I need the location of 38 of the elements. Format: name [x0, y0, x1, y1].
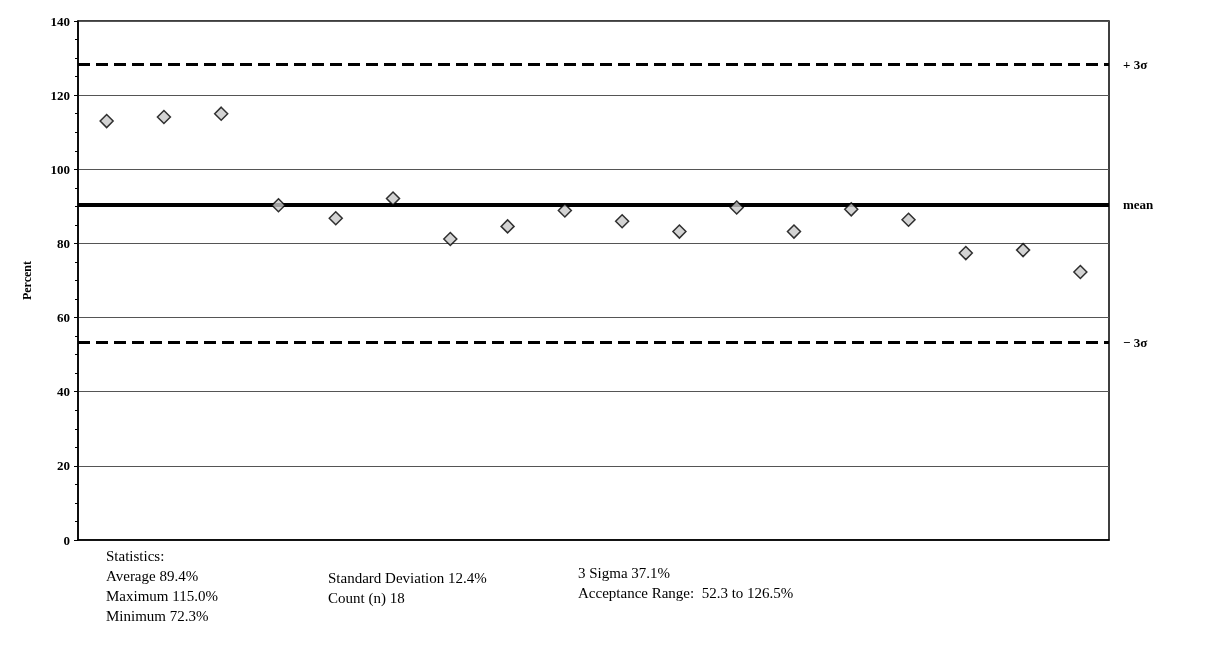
point — [271, 197, 286, 213]
text: Minimum 72.3% — [106, 607, 209, 624]
y-tick-label: 0 — [63, 532, 70, 548]
point — [672, 224, 687, 239]
text: Count (n) 18 — [328, 589, 405, 607]
point — [500, 219, 515, 234]
point — [844, 202, 859, 217]
point — [958, 245, 974, 261]
y-axis-title: Percent — [20, 260, 34, 301]
point — [729, 200, 744, 215]
text: 3 Sigma 37.1% — [578, 564, 671, 581]
point — [1015, 242, 1031, 258]
text: Statistics: — [106, 547, 165, 564]
y-tick-label: 100 — [50, 161, 70, 177]
point — [557, 203, 573, 218]
point — [614, 213, 630, 229]
ref-line-label: mean — [1123, 197, 1155, 213]
y-tick-label: 80 — [57, 235, 70, 251]
point — [99, 113, 114, 129]
point — [385, 191, 401, 206]
text: Average 89.4% — [106, 567, 199, 584]
ref-line-label: + 3σ — [1123, 57, 1148, 73]
point — [213, 106, 229, 121]
ref-line-label: − 3σ — [1123, 334, 1148, 350]
text: Acceptance Range: 52.3 to 126.5% — [578, 584, 794, 601]
point — [156, 109, 172, 125]
point — [901, 212, 916, 227]
y-tick-label: 40 — [57, 384, 70, 400]
y-tick-label: 140 — [50, 13, 70, 29]
point — [328, 210, 343, 226]
text: Standard Deviation 12.4% — [328, 569, 487, 586]
point — [1073, 264, 1088, 280]
y-tick-label: 60 — [57, 310, 70, 326]
point — [443, 231, 458, 247]
y-tick-label: 20 — [57, 458, 70, 474]
point — [786, 224, 802, 239]
y-tick-label: 120 — [50, 87, 70, 103]
text: Maximum 115.0% — [106, 587, 218, 604]
